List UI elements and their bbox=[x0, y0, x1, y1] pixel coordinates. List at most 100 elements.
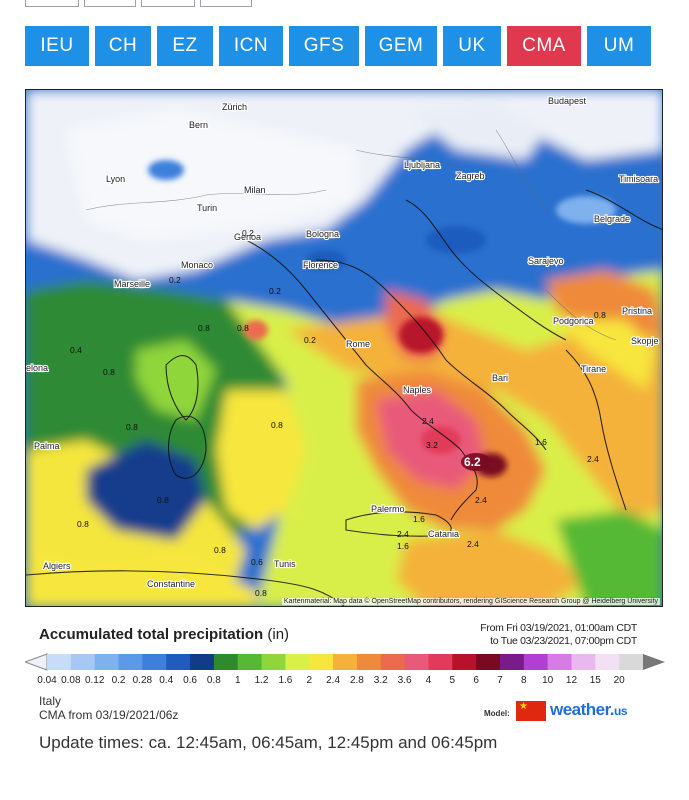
value-label: 0.8 bbox=[214, 545, 226, 555]
value-label: 1.6 bbox=[397, 541, 409, 551]
value-label: 2.4 bbox=[422, 416, 434, 426]
model-button-um[interactable]: UM bbox=[587, 26, 651, 66]
city-labels: Zürich Bern Budapest Ljubljana Zagreb Ly… bbox=[26, 95, 660, 590]
value-label: 0.2 bbox=[269, 286, 281, 296]
scale-swatch bbox=[476, 654, 501, 670]
legend-title-text: Accumulated total precipitation bbox=[39, 626, 264, 643]
scale-swatch bbox=[595, 654, 620, 670]
legend-unit: (in) bbox=[267, 626, 290, 643]
scale-swatch bbox=[261, 654, 286, 670]
value-label: 0.2 bbox=[304, 335, 316, 345]
scale-tick-label: 0.4 bbox=[159, 675, 174, 686]
model-button-ieu[interactable]: IEU bbox=[25, 26, 89, 66]
value-label: 1.6 bbox=[535, 437, 547, 447]
city-label: Algiers bbox=[43, 561, 71, 571]
scale-tick-label: 1 bbox=[234, 675, 241, 686]
city-label: Turin bbox=[197, 203, 217, 213]
city-label: Belgrade bbox=[594, 214, 630, 224]
model-run-info: CMA from 03/19/2021/06z bbox=[39, 708, 179, 722]
model-button-cma[interactable]: CMA bbox=[507, 26, 581, 66]
scale-tick-label: 0.6 bbox=[183, 675, 197, 686]
value-label: 0.6 bbox=[251, 557, 263, 567]
top-tab-stub[interactable] bbox=[25, 0, 79, 7]
scale-swatch bbox=[571, 654, 596, 670]
value-label: 0.8 bbox=[271, 420, 283, 430]
scale-swatch bbox=[404, 654, 429, 670]
scale-tick-label: 3.6 bbox=[397, 675, 412, 686]
scale-tick-label: 10 bbox=[542, 675, 554, 686]
value-label: 2.4 bbox=[397, 529, 409, 539]
model-button-uk[interactable]: UK bbox=[443, 26, 501, 66]
time-range: From Fri 03/19/2021, 01:00am CDT to Tue … bbox=[480, 622, 637, 648]
value-label: 0.2 bbox=[169, 275, 181, 285]
model-button-gfs[interactable]: GFS bbox=[289, 26, 359, 66]
weather-us-logo[interactable]: weather.us bbox=[550, 700, 628, 720]
model-selector: IEU CH EZ ICN GFS GEM UK CMA UM bbox=[25, 26, 661, 66]
city-label: Bari bbox=[492, 373, 508, 383]
value-label: 2.4 bbox=[475, 495, 487, 505]
city-label: Milan bbox=[244, 185, 266, 195]
scale-swatch bbox=[428, 654, 453, 670]
scale-tick-label: 7 bbox=[497, 675, 503, 686]
map-canvas: Zürich Bern Budapest Ljubljana Zagreb Ly… bbox=[26, 90, 662, 606]
city-label: Palma bbox=[34, 441, 60, 451]
city-label: Sarajevo bbox=[528, 256, 564, 266]
scale-swatch bbox=[547, 654, 572, 670]
scale-swatch bbox=[70, 654, 96, 670]
scale-tick-label: 2.4 bbox=[326, 675, 341, 686]
city-label: Budapest bbox=[548, 96, 587, 106]
scale-tick-label: 2.8 bbox=[349, 675, 364, 686]
model-button-ch[interactable]: CH bbox=[95, 26, 151, 66]
city-label: Catania bbox=[428, 529, 459, 539]
value-label: 1.6 bbox=[413, 514, 425, 524]
scale-arrow-right bbox=[643, 654, 665, 670]
scale-swatch bbox=[142, 654, 167, 670]
value-label: 0.8 bbox=[237, 323, 249, 333]
value-label: 0.8 bbox=[594, 310, 606, 320]
city-label: Marseille bbox=[114, 279, 150, 289]
precipitation-value-labels: 0.2 0.2 0.2 0.2 0.8 0.8 0.8 0.8 0.8 0.8 … bbox=[70, 228, 606, 598]
legend-title: Accumulated total precipitation (in) bbox=[39, 626, 289, 643]
top-tab-stub[interactable] bbox=[200, 0, 252, 7]
scale-tick-label: 0.08 bbox=[61, 675, 81, 686]
city-label: Genoa bbox=[234, 232, 261, 242]
model-button-gem[interactable]: GEM bbox=[365, 26, 437, 66]
top-tab-stub[interactable] bbox=[141, 0, 195, 7]
value-label: 0.8 bbox=[198, 323, 210, 333]
scale-swatch bbox=[380, 654, 406, 670]
scale-tick-label: 5 bbox=[449, 675, 456, 686]
scale-tick-label: 1.2 bbox=[254, 675, 269, 686]
value-label: 0.8 bbox=[77, 519, 89, 529]
city-label: Lyon bbox=[106, 174, 125, 184]
city-label: elona bbox=[26, 363, 48, 373]
scale-swatch bbox=[452, 654, 477, 670]
scale-tick-label: 0.12 bbox=[84, 675, 105, 686]
update-times: Update times: ca. 12:45am, 06:45am, 12:4… bbox=[39, 733, 498, 752]
top-tab-stub[interactable] bbox=[84, 0, 136, 7]
value-label: 0.8 bbox=[255, 588, 267, 598]
scale-tick-label: 6 bbox=[473, 675, 479, 686]
scale-swatch bbox=[333, 654, 358, 670]
scale-arrow-left bbox=[25, 653, 48, 671]
scale-swatch bbox=[285, 654, 310, 670]
scale-tick-label: 20 bbox=[613, 675, 625, 686]
region-name: Italy bbox=[39, 694, 62, 708]
city-label: Palermo bbox=[371, 504, 405, 514]
city-label: Bern bbox=[189, 120, 208, 130]
peak-marker: 6.2 bbox=[461, 453, 491, 471]
scale-swatch bbox=[213, 654, 239, 670]
city-label: Pristina bbox=[622, 306, 652, 316]
scale-tick-label: 2 bbox=[306, 675, 313, 686]
model-button-ez[interactable]: EZ bbox=[157, 26, 213, 66]
model-button-icn[interactable]: ICN bbox=[219, 26, 283, 66]
peak-value-label: 6.2 bbox=[464, 455, 481, 469]
value-label: 0.4 bbox=[70, 345, 82, 355]
scale-tick-label: 0.28 bbox=[132, 675, 153, 686]
city-label: Tunis bbox=[274, 559, 296, 569]
range-from: From Fri 03/19/2021, 01:00am CDT bbox=[480, 622, 637, 634]
city-label: Zagreb bbox=[456, 171, 485, 181]
city-label: Timisoara bbox=[619, 174, 658, 184]
value-label: 0.8 bbox=[157, 495, 169, 505]
precipitation-map[interactable]: Zürich Bern Budapest Ljubljana Zagreb Ly… bbox=[25, 89, 663, 607]
city-label: Podgorica bbox=[553, 316, 594, 326]
